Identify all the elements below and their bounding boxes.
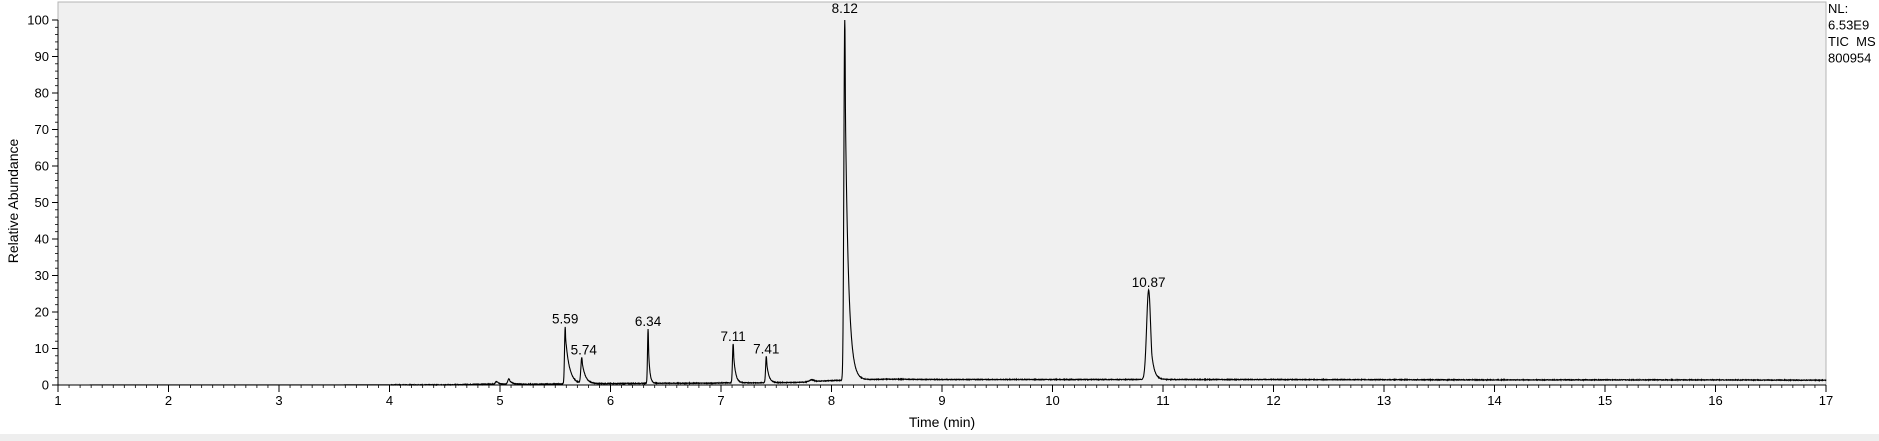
info-line: 800954 bbox=[1828, 51, 1871, 66]
peak-label: 7.11 bbox=[721, 329, 746, 344]
x-tick-label: 5 bbox=[496, 393, 503, 408]
x-tick-label: 10 bbox=[1045, 393, 1059, 408]
x-axis-title: Time (min) bbox=[909, 414, 975, 430]
y-tick-label: 40 bbox=[35, 232, 49, 247]
y-tick-label: 80 bbox=[35, 86, 49, 101]
x-tick-label: 13 bbox=[1377, 393, 1391, 408]
y-tick-label: 70 bbox=[35, 122, 49, 137]
x-tick-label: 7 bbox=[717, 393, 724, 408]
x-tick-label: 17 bbox=[1819, 393, 1833, 408]
info-line: NL: bbox=[1828, 1, 1848, 16]
x-tick-label: 6 bbox=[607, 393, 614, 408]
x-tick-label: 9 bbox=[938, 393, 945, 408]
peak-label: 7.41 bbox=[753, 342, 779, 357]
plot-area bbox=[57, 1, 1827, 386]
y-tick-label: 30 bbox=[35, 268, 49, 283]
y-tick-label: 20 bbox=[35, 305, 49, 320]
bottom-strip bbox=[0, 434, 1879, 441]
x-tick-label: 1 bbox=[54, 393, 61, 408]
y-tick-label: 60 bbox=[35, 159, 49, 174]
x-tick-label: 16 bbox=[1708, 393, 1722, 408]
y-tick-label: 90 bbox=[35, 49, 49, 64]
x-tick-label: 2 bbox=[165, 393, 172, 408]
peak-label: 5.59 bbox=[552, 311, 578, 326]
x-tick-label: 4 bbox=[386, 393, 393, 408]
info-line: 6.53E9 bbox=[1828, 18, 1869, 33]
peak-label: 8.12 bbox=[832, 1, 858, 16]
peak-label: 10.87 bbox=[1132, 275, 1166, 290]
peak-label: 6.34 bbox=[635, 314, 662, 329]
y-tick-label: 50 bbox=[35, 195, 49, 210]
x-tick-label: 3 bbox=[275, 393, 282, 408]
y-axis-title: Relative Abundance bbox=[5, 139, 21, 264]
y-tick-label: 10 bbox=[35, 341, 49, 356]
x-tick-label: 8 bbox=[828, 393, 835, 408]
x-tick-label: 11 bbox=[1156, 393, 1170, 408]
info-line: TIC MS bbox=[1828, 34, 1876, 49]
y-tick-label: 100 bbox=[27, 13, 49, 28]
y-tick-label: 0 bbox=[42, 378, 49, 393]
x-tick-label: 14 bbox=[1487, 393, 1501, 408]
x-tick-label: 12 bbox=[1266, 393, 1280, 408]
peak-label: 5.74 bbox=[571, 342, 598, 357]
x-tick-label: 15 bbox=[1598, 393, 1612, 408]
